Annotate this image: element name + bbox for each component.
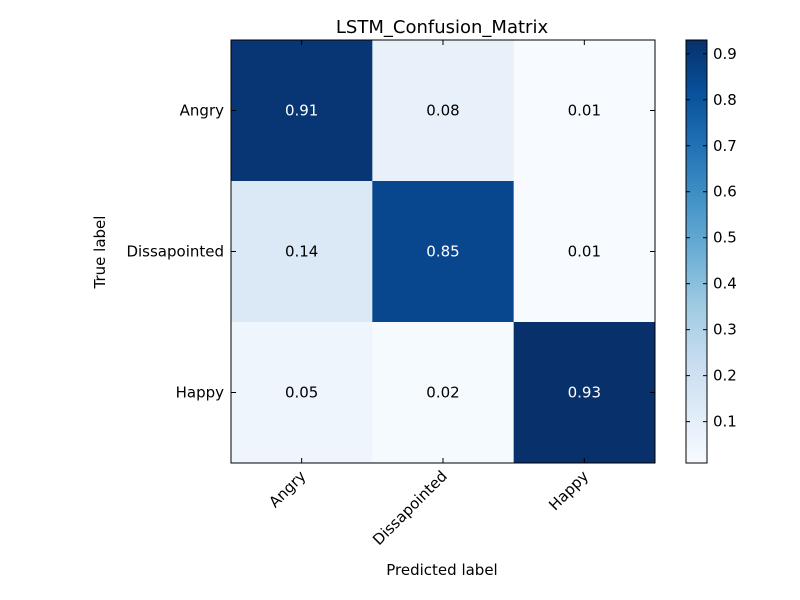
colorbar-tick-label: 0.8 xyxy=(713,91,737,109)
y-tick-label: Angry xyxy=(180,102,224,120)
heatmap-cell xyxy=(372,181,515,323)
y-tick-label: Happy xyxy=(176,384,225,402)
cell-value-label: 0.85 xyxy=(426,243,459,261)
y-axis-label: True label xyxy=(91,216,109,290)
heatmap-cell-labels: 0.91 0.08 0.01 0.14 0.85 0.01 0.05 0.02 0.93 xyxy=(285,102,601,402)
colorbar-tick-label: 0.4 xyxy=(713,275,737,293)
heatmap-cell xyxy=(372,40,515,182)
heatmap-cells xyxy=(231,40,656,464)
cell-value-label: 0.01 xyxy=(568,102,601,120)
colorbar-ticks: 0.1 0.2 0.3 0.4 0.5 0.6 0.7 0.8 0.9 xyxy=(686,45,737,431)
x-tick-label: Dissapointed xyxy=(369,467,451,549)
cell-value-label: 0.05 xyxy=(285,384,318,402)
colorbar-tick-label: 0.7 xyxy=(713,137,737,155)
heatmap-cell xyxy=(372,322,515,464)
heatmap-cell xyxy=(231,322,373,464)
cell-value-label: 0.02 xyxy=(426,384,459,402)
x-tick-label: Angry xyxy=(265,467,309,511)
heatmap-cell xyxy=(513,40,656,182)
colorbar-tick-label: 0.5 xyxy=(713,229,737,247)
heatmap-cell xyxy=(513,322,656,464)
heatmap-cell xyxy=(513,181,656,323)
colorbar-tick-label: 0.6 xyxy=(713,183,737,201)
heatmap-cell xyxy=(231,40,373,182)
cell-value-label: 0.14 xyxy=(285,243,318,261)
cell-value-label: 0.08 xyxy=(426,102,459,120)
y-axis-ticks: Angry Dissapointed Happy xyxy=(126,102,655,402)
colorbar-tick-label: 0.3 xyxy=(713,321,737,339)
heatmap-cell xyxy=(231,181,373,323)
colorbar-tick-label: 0.2 xyxy=(713,367,737,385)
cell-value-label: 0.91 xyxy=(285,102,318,120)
colorbar-tick-label: 0.1 xyxy=(713,413,737,431)
x-tick-label: Happy xyxy=(545,467,592,514)
chart-title: LSTM_Confusion_Matrix xyxy=(336,17,549,38)
y-tick-label: Dissapointed xyxy=(126,243,224,261)
cell-value-label: 0.93 xyxy=(568,384,601,402)
colorbar-tick-label: 0.9 xyxy=(713,45,737,63)
colorbar xyxy=(685,39,708,464)
x-axis-label: Predicted label xyxy=(386,561,497,579)
cell-value-label: 0.01 xyxy=(568,243,601,261)
